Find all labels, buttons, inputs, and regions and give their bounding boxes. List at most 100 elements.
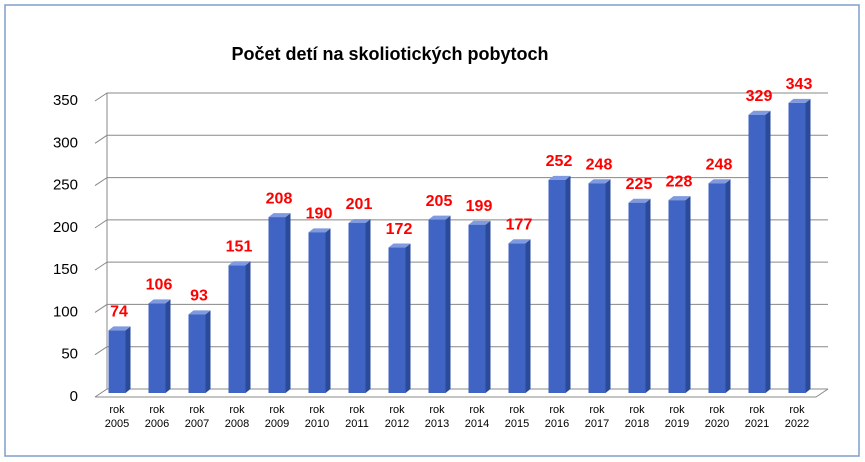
x-tick-label: rok 2007: [184, 404, 210, 430]
bar: [148, 303, 166, 393]
y-tick-label: 150: [53, 261, 78, 278]
bar-side: [325, 228, 331, 393]
data-label: 151: [226, 239, 253, 256]
y-tick-label: 250: [53, 177, 78, 194]
x-tick-label: rok 2020: [704, 404, 730, 430]
data-label: 106: [146, 277, 173, 294]
bar-side: [525, 239, 531, 393]
data-label: 172: [386, 221, 413, 238]
bar-side: [445, 215, 451, 393]
x-tick-label: rok 2012: [384, 404, 410, 430]
bar: [668, 200, 686, 393]
grid-line: [94, 261, 828, 271]
bar-side: [285, 213, 291, 393]
bar: [428, 219, 446, 393]
y-tick-label: 200: [53, 219, 78, 236]
bar: [548, 179, 566, 393]
x-tick-label: rok 2018: [624, 404, 650, 430]
bar: [468, 224, 486, 393]
chart-title: Počet detí na skoliotických pobytoch: [231, 44, 548, 64]
data-label: 208: [266, 190, 293, 207]
y-tick-label: 0: [70, 388, 78, 405]
data-label: 205: [426, 193, 453, 210]
data-label: 248: [706, 156, 733, 173]
floor-edge: [95, 388, 829, 398]
x-tick-label: rok 2015: [504, 404, 530, 430]
x-tick-label: rok 2006: [144, 404, 170, 430]
x-tick-label: rok 2005: [104, 404, 130, 430]
x-tick-label: rok 2008: [224, 404, 250, 430]
bar-top: [548, 175, 571, 180]
bar-top: [308, 228, 331, 233]
x-tick-label: rok 2021: [744, 404, 770, 430]
bar: [628, 202, 646, 393]
bar-side: [125, 326, 131, 393]
bar: [108, 330, 126, 393]
bar-top: [348, 219, 371, 224]
bar-side: [165, 299, 171, 393]
bar-side: [365, 219, 371, 393]
bar-top: [428, 215, 451, 220]
bar-side: [245, 261, 251, 393]
grid-line: [94, 303, 828, 313]
bar-top: [628, 198, 651, 203]
bar-top: [708, 179, 731, 184]
x-tick-label: rok 2011: [345, 404, 369, 430]
bar-top: [108, 326, 131, 331]
bar-top: [388, 243, 411, 248]
bar-side: [605, 179, 611, 393]
bar: [228, 265, 246, 393]
bar-top: [148, 299, 171, 304]
bar-side: [725, 179, 731, 393]
grid-line: [94, 134, 828, 144]
bar: [748, 114, 766, 393]
x-tick-label: rok 2010: [304, 404, 330, 430]
data-label: 190: [306, 206, 333, 223]
bar-side: [645, 198, 651, 393]
bar-side: [485, 220, 491, 393]
bar: [388, 247, 406, 393]
data-label: 228: [666, 173, 693, 190]
data-label: 343: [786, 76, 813, 93]
data-label: 329: [746, 88, 773, 105]
y-tick-label: 300: [53, 134, 78, 151]
bar: [348, 223, 366, 393]
bar: [588, 183, 606, 393]
bar: [708, 183, 726, 393]
data-label: 248: [586, 156, 613, 173]
y-tick-label: 100: [53, 303, 78, 320]
bar-side: [205, 310, 211, 393]
y-tick-label: 50: [61, 346, 78, 363]
bar-side: [805, 98, 811, 394]
grid-line: [94, 92, 828, 102]
bar-top: [268, 213, 291, 218]
bar: [508, 243, 526, 393]
data-label: 199: [466, 198, 493, 215]
bar-side: [565, 175, 571, 393]
bar-side: [765, 110, 771, 393]
bar: [188, 314, 206, 393]
bar-top: [788, 98, 811, 103]
x-tick-label: rok 2019: [664, 404, 690, 430]
bar-side: [405, 243, 411, 393]
grid-line: [94, 388, 828, 398]
x-tick-label: rok 2009: [264, 404, 290, 430]
x-tick-label: rok 2014: [464, 404, 490, 430]
bar: [788, 102, 806, 394]
data-label: 252: [546, 153, 573, 170]
data-label: 74: [110, 304, 128, 321]
grid-line: [94, 177, 828, 186]
y-tick-label: 350: [53, 92, 78, 109]
x-tick-label: rok 2022: [784, 404, 810, 430]
x-tick-label: rok 2016: [544, 404, 570, 430]
bar: [268, 217, 286, 393]
x-tick-label: rok 2017: [584, 404, 610, 430]
grid-line: [94, 346, 828, 356]
data-label: 177: [506, 217, 533, 234]
data-label: 201: [346, 196, 373, 213]
bar-top: [748, 110, 771, 115]
bar-top: [188, 310, 211, 315]
bar-top: [468, 220, 491, 225]
